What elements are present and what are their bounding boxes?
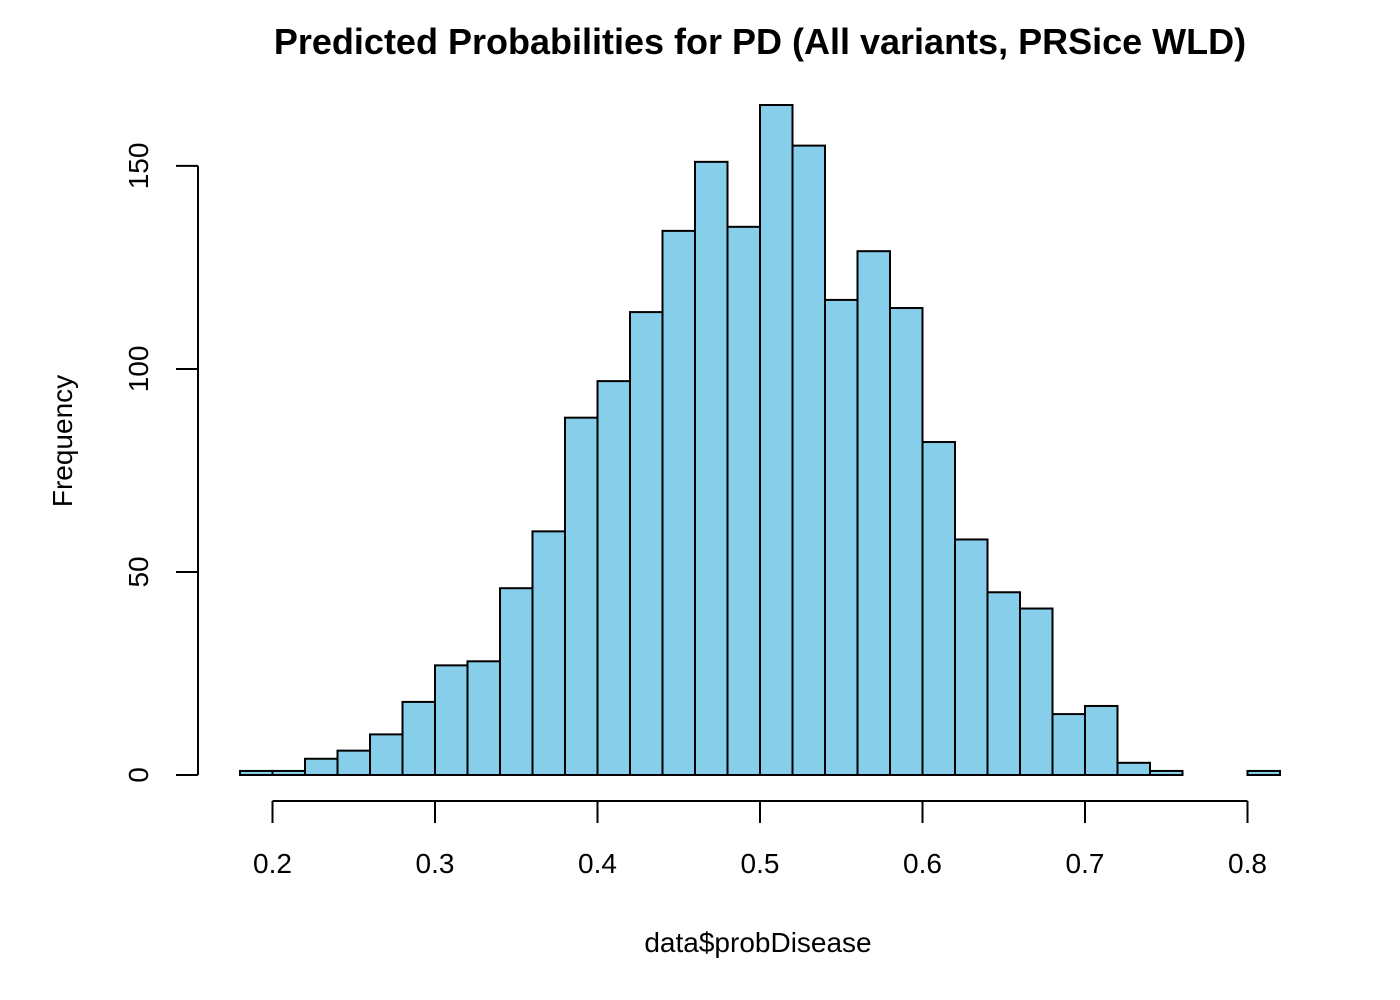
- histogram-bar: [824, 298, 859, 776]
- x-axis-title: data$probDisease: [644, 927, 871, 958]
- histogram-bar: [336, 749, 371, 777]
- histogram-bar: [531, 530, 566, 776]
- histogram-bar: [1149, 769, 1184, 777]
- x-axis: 0.2 0.3 0.4 0.5 0.6 0.7 0.8: [253, 800, 1267, 879]
- x-tick-label: 0.4: [578, 848, 617, 879]
- histogram-bar: [499, 587, 534, 777]
- histogram-bar: [304, 757, 339, 777]
- y-tick-label: 100: [123, 346, 154, 393]
- histogram-bar: [271, 769, 306, 777]
- y-tick-label: 0: [123, 767, 154, 783]
- histogram-bar: [1084, 704, 1119, 776]
- histogram-bar: [466, 660, 501, 776]
- histogram-bar: [434, 664, 469, 776]
- histogram-bar: [596, 380, 631, 776]
- histogram-bar: [954, 538, 989, 776]
- histogram-bar: [986, 591, 1021, 777]
- histogram-bar: [1116, 761, 1151, 777]
- y-tick-label: 150: [123, 143, 154, 190]
- histogram-bar: [889, 307, 924, 776]
- x-tick-label: 0.8: [1228, 848, 1267, 879]
- histogram-bar: [239, 769, 274, 777]
- histogram-bar: [1019, 607, 1054, 777]
- x-tick-label: 0.2: [253, 848, 292, 879]
- x-tick-label: 0.3: [416, 848, 455, 879]
- x-tick-label: 0.7: [1066, 848, 1105, 879]
- x-tick-label: 0.6: [903, 848, 942, 879]
- chart-title: Predicted Probabilities for PD (All vari…: [274, 21, 1246, 62]
- histogram-bar: [726, 225, 761, 776]
- histogram-bar: [921, 441, 956, 776]
- x-tick-label: 0.5: [741, 848, 780, 879]
- histogram-bar: [401, 700, 436, 776]
- y-axis: 0 50 100 150: [123, 143, 199, 783]
- histogram-bar: [661, 229, 696, 776]
- histogram-bar: [856, 250, 891, 776]
- histogram-bar: [369, 733, 404, 777]
- histogram-bar: [694, 160, 729, 777]
- histogram-bar: [564, 416, 599, 776]
- histogram-bar: [629, 311, 664, 776]
- histogram-bar: [759, 104, 794, 776]
- y-tick-label: 50: [123, 556, 154, 587]
- histogram-bar: [1246, 769, 1281, 777]
- y-axis-title: Frequency: [47, 375, 78, 507]
- histogram-bar: [1051, 713, 1086, 777]
- histogram-bars: [239, 104, 1281, 777]
- histogram-bar: [791, 144, 826, 777]
